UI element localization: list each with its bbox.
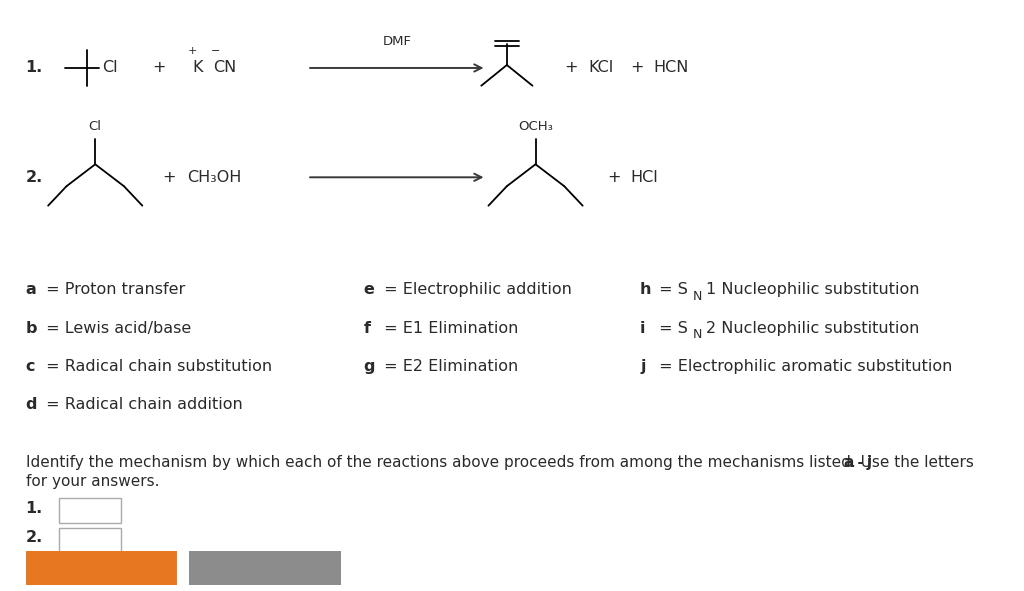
Text: g: g — [364, 359, 375, 374]
Text: f: f — [364, 320, 371, 336]
Bar — [59, 528, 121, 553]
Text: = Proton transfer: = Proton transfer — [41, 282, 185, 297]
Text: CN: CN — [213, 60, 237, 76]
Text: h: h — [640, 282, 651, 297]
Text: +: + — [152, 60, 166, 76]
Text: 1 Nucleophilic substitution: 1 Nucleophilic substitution — [706, 282, 919, 297]
Bar — [189, 551, 341, 585]
Bar — [59, 498, 121, 523]
Text: CH₃OH: CH₃OH — [187, 170, 242, 185]
Text: for your answers.: for your answers. — [26, 474, 159, 489]
Text: OCH₃: OCH₃ — [518, 120, 553, 133]
Text: j: j — [640, 359, 645, 374]
Text: i: i — [640, 320, 645, 336]
Text: 1.: 1. — [26, 60, 43, 76]
Text: +: + — [564, 60, 579, 76]
Text: DMF: DMF — [382, 35, 412, 48]
Text: 2.: 2. — [26, 170, 43, 185]
Text: = E1 Elimination: = E1 Elimination — [379, 320, 518, 336]
Text: N: N — [693, 290, 702, 303]
Text: c: c — [26, 359, 35, 374]
Text: K: K — [193, 60, 203, 76]
Text: Cl: Cl — [102, 60, 118, 76]
Text: Identify the mechanism by which each of the reactions above proceeds from among : Identify the mechanism by which each of … — [26, 454, 978, 470]
Text: a: a — [26, 282, 36, 297]
Text: HCl: HCl — [631, 170, 658, 185]
Text: Cl: Cl — [89, 120, 101, 133]
Text: = S: = S — [654, 320, 688, 336]
Text: = Radical chain addition: = Radical chain addition — [41, 397, 243, 413]
Text: b: b — [26, 320, 37, 336]
Text: N: N — [693, 328, 702, 341]
Text: = Electrophilic addition: = Electrophilic addition — [379, 282, 571, 297]
Text: +: + — [607, 170, 622, 185]
Text: = Radical chain substitution: = Radical chain substitution — [41, 359, 272, 374]
Text: +: + — [162, 170, 176, 185]
Text: −: − — [210, 47, 220, 56]
Text: HCN: HCN — [653, 60, 689, 76]
Text: = E2 Elimination: = E2 Elimination — [379, 359, 518, 374]
Text: +: + — [187, 47, 198, 56]
Text: 2 Nucleophilic substitution: 2 Nucleophilic substitution — [706, 320, 919, 336]
Text: +: + — [630, 60, 644, 76]
Text: = Electrophilic aromatic substitution: = Electrophilic aromatic substitution — [654, 359, 952, 374]
Text: = Lewis acid/base: = Lewis acid/base — [41, 320, 191, 336]
Text: e: e — [364, 282, 375, 297]
Bar — [26, 551, 177, 585]
Text: KCl: KCl — [589, 60, 614, 76]
Text: 2.: 2. — [26, 530, 43, 545]
Text: = S: = S — [654, 282, 688, 297]
Text: d: d — [26, 397, 37, 413]
Text: 1.: 1. — [26, 501, 43, 516]
Text: a - j: a - j — [844, 454, 871, 470]
